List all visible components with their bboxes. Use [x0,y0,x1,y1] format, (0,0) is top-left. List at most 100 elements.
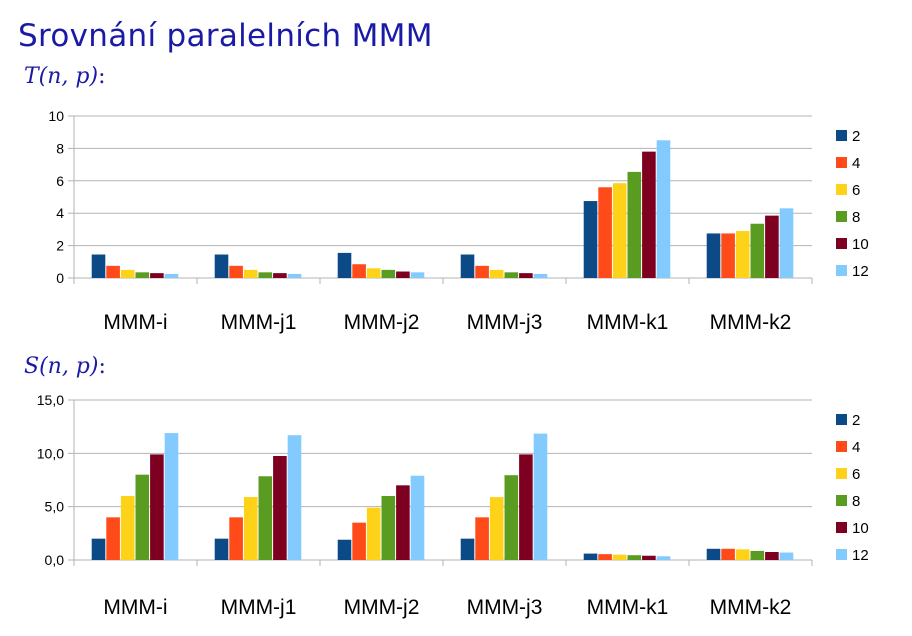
speedup-bar [489,497,504,560]
speedup-legend-swatch [836,441,847,452]
time-y-tick-label: 2 [56,238,64,254]
time-bar [504,272,519,278]
speedup-bar [504,475,519,560]
time-bar [583,201,598,278]
speedup-bar [642,555,656,560]
speedup-legend-swatch [836,549,847,560]
time-y-tick-label: 0 [56,270,64,286]
time-legend-swatch [836,184,847,195]
time-bar [258,272,273,278]
speedup-category-label: MMM-k2 [710,596,792,619]
speedup-legend-label: 4 [852,439,860,456]
time-bar [460,254,475,278]
time-bar [612,183,627,278]
speedup-bar [627,555,642,560]
time-bar [475,265,489,278]
time-legend-swatch [836,130,847,141]
time-y-tick-label: 8 [56,140,64,156]
speedup-bar [337,539,352,560]
time-bar [779,208,794,278]
speedup-category-label: MMM-j1 [221,596,297,619]
time-bar [352,264,366,278]
chart-label-time-text: T(n, p) [24,64,99,89]
time-legend-label: 4 [852,155,860,172]
speedup-bar [150,454,164,560]
speedup-bar [533,433,548,560]
time-bar [366,268,381,278]
time-chart: 0 2 4 6 8 10 MMM-i MMM-j1 MMM-j2 MMM-j3 MMM-k1 MMM-… [48,108,869,334]
time-bar [642,151,656,278]
speedup-bar [475,517,489,560]
time-legend-label: 10 [852,236,869,253]
speedup-bar [750,550,765,560]
speedup-y-tick-label: 15,0 [37,392,64,408]
speedup-legend-label: 8 [852,493,860,510]
chart-label-speedup-text: S(n, p) [24,354,99,379]
time-bar [396,271,410,278]
time-legend-swatch [836,238,847,249]
chart-label-time-suffix: : [98,64,106,89]
time-legend-label: 6 [852,182,860,199]
speedup-bar [243,497,258,560]
time-bar [598,187,612,278]
time-bar [243,269,258,278]
speedup-bar [106,517,120,560]
speedup-legend-label: 12 [852,547,869,564]
speedup-bar [721,548,735,560]
speedup-y-tick-label: 10,0 [37,445,64,461]
time-bar [750,223,765,278]
speedup-legend-label: 10 [852,520,869,537]
time-bar [120,269,135,278]
time-bar [765,215,779,278]
time-bar [656,140,671,278]
chart-label-speedup: S(n, p): [24,354,106,379]
time-y-tick-label: 4 [56,205,64,221]
time-bar [627,171,642,278]
time-bar [150,273,164,278]
speedup-bar [352,522,366,560]
time-legend-label: 2 [852,128,860,145]
time-legend-label: 8 [852,209,860,226]
time-bar [164,273,179,278]
speedup-bar [706,548,721,560]
speedup-bar [735,549,750,560]
time-category-label: MMM-j3 [467,311,543,334]
time-bar [489,269,504,278]
time-bar [721,233,735,278]
time-bar [91,254,106,278]
time-category-label: MMM-j1 [221,311,297,334]
speedup-bar [229,517,243,560]
speedup-category-label: MMM-j3 [467,596,543,619]
time-category-label: MMM-k1 [587,311,669,334]
slide-title: Srovnání paralelních MMM [18,18,433,54]
time-bar [735,231,750,278]
speedup-bar [214,538,229,560]
speedup-bar [135,474,150,560]
time-category-label: MMM-i [103,311,167,334]
chart-label-time: T(n, p): [24,64,106,89]
speedup-bar [612,554,627,560]
time-legend-swatch [836,157,847,168]
time-bar [106,265,120,278]
speedup-bar [779,552,794,560]
speedup-bar [91,538,106,560]
speedup-legend-label: 2 [852,412,860,429]
speedup-legend-swatch [836,522,847,533]
time-bar [135,272,150,278]
time-bar [533,273,548,278]
time-legend-swatch [836,265,847,276]
speedup-category-label: MMM-i [103,596,167,619]
speedup-bar [164,433,179,560]
speedup-bar [656,556,671,560]
speedup-y-tick-label: 5,0 [45,499,65,515]
time-category-label: MMM-j2 [344,311,420,334]
speedup-category-label: MMM-k1 [587,596,669,619]
time-category-label: MMM-k2 [710,311,792,334]
time-bar [519,273,533,278]
speedup-bar [287,435,302,560]
time-y-tick-label: 10 [48,108,64,124]
speedup-bar [519,454,533,560]
speedup-bar [765,552,779,560]
speedup-legend-label: 6 [852,466,860,483]
speedup-bar [460,538,475,560]
